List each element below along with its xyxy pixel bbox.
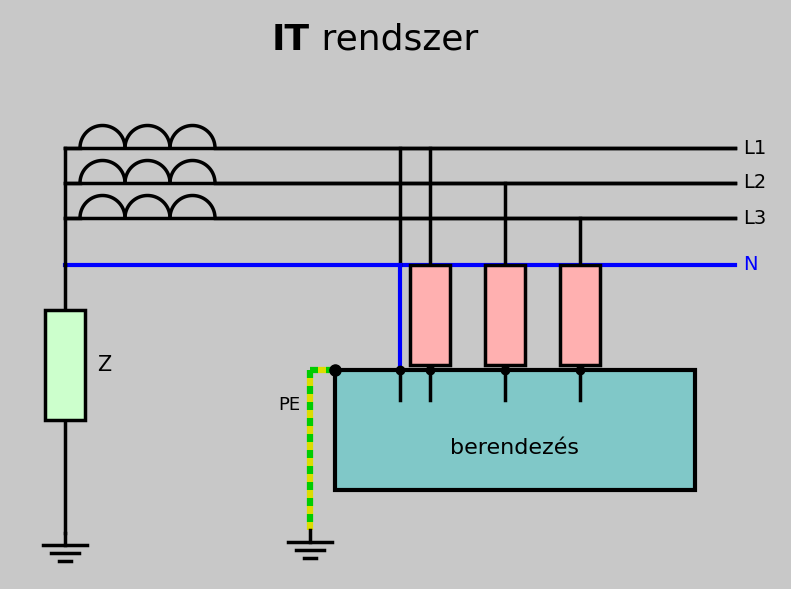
Text: L3: L3	[743, 209, 766, 227]
Text: L1: L1	[743, 138, 766, 157]
Text: IT: IT	[272, 23, 310, 57]
Bar	[410, 265, 450, 365]
Bar	[45, 310, 85, 420]
Bar	[485, 265, 525, 365]
Text: PE: PE	[278, 396, 300, 414]
Text: N: N	[743, 256, 758, 274]
Bar	[560, 265, 600, 365]
Text: rendszer: rendszer	[310, 23, 479, 57]
Text: L2: L2	[743, 174, 766, 193]
Text: Z: Z	[97, 355, 112, 375]
Text: berendezés: berendezés	[451, 438, 580, 458]
Bar	[335, 370, 695, 490]
